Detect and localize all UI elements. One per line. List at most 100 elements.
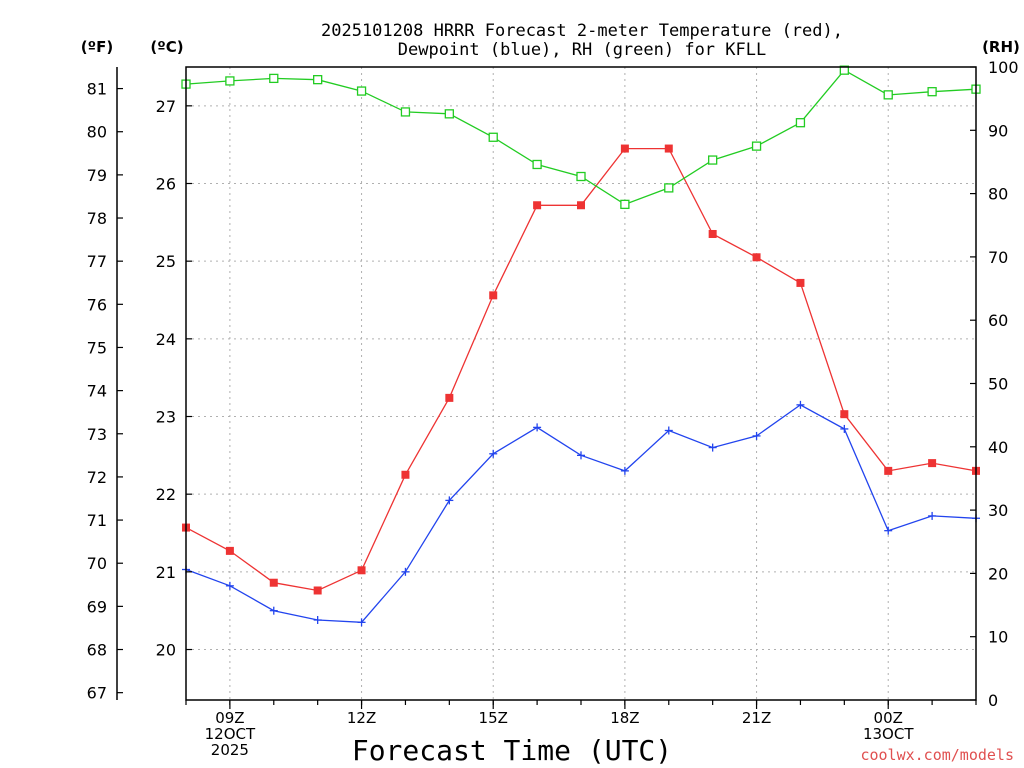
celsius-tick-label: 22 bbox=[156, 485, 176, 504]
dewpoint-point bbox=[445, 496, 454, 505]
dewpoint-point bbox=[664, 426, 673, 435]
temperature-point bbox=[884, 466, 893, 475]
temperature-point bbox=[708, 229, 717, 238]
rh-tick-label: 80 bbox=[988, 185, 1008, 204]
temperature-point bbox=[401, 470, 410, 479]
rh-point bbox=[620, 199, 630, 210]
dewpoint-point bbox=[401, 567, 410, 576]
rh-point bbox=[751, 141, 762, 151]
temperature-point bbox=[577, 201, 585, 210]
x-tick-label: 13OCT bbox=[863, 725, 914, 743]
x-tick-label: 00Z bbox=[874, 709, 903, 727]
temperature-point bbox=[445, 393, 454, 402]
dewpoint-point bbox=[225, 581, 234, 590]
chart-title-line1: 2025101208 HRRR Forecast 2-meter Tempera… bbox=[321, 21, 843, 41]
rh-tick-label: 10 bbox=[988, 628, 1008, 647]
x-tick-label: 18Z bbox=[610, 709, 639, 727]
rh-point bbox=[313, 75, 323, 85]
x-tick-label: 12Z bbox=[347, 709, 376, 727]
fahrenheit-tick-label: 71 bbox=[87, 511, 107, 530]
dewpoint-point bbox=[577, 451, 585, 460]
dewpoint-point bbox=[752, 431, 761, 440]
rh-point bbox=[532, 159, 542, 170]
temperature-point bbox=[840, 410, 849, 419]
fahrenheit-tick-label: 79 bbox=[87, 166, 107, 185]
rh-point bbox=[708, 155, 718, 165]
dewpoint-point bbox=[840, 424, 849, 433]
dewpoint-point bbox=[313, 616, 322, 625]
rh-point bbox=[576, 171, 586, 182]
rh-point bbox=[356, 86, 367, 96]
data-series bbox=[181, 65, 981, 627]
dewpoint-point bbox=[884, 526, 893, 535]
site-credit: coolwx.com/models bbox=[860, 746, 1014, 764]
rh-point bbox=[400, 107, 411, 117]
fahrenheit-tick-label: 76 bbox=[87, 295, 107, 314]
fahrenheit-tick-label: 74 bbox=[87, 382, 107, 401]
rh-tick-label: 40 bbox=[988, 438, 1008, 457]
rh-point bbox=[927, 87, 937, 97]
temperature-point bbox=[928, 459, 937, 468]
rh-point bbox=[269, 73, 279, 84]
rh-tick-label: 100 bbox=[988, 58, 1019, 77]
dewpoint-point bbox=[796, 400, 805, 409]
temperature-point bbox=[796, 278, 805, 287]
x-tick-label: 15Z bbox=[479, 709, 508, 727]
chart-title-line2: Dewpoint (blue), RH (green) for KFLL bbox=[398, 40, 766, 60]
rh-tick-label: 30 bbox=[988, 501, 1008, 520]
x-tick-label: 09Z bbox=[215, 709, 244, 727]
x-tick-label: 2025 bbox=[211, 741, 249, 759]
fahrenheit-tick-label: 75 bbox=[87, 338, 107, 357]
fahrenheit-axis-label: (ºF) bbox=[81, 38, 113, 56]
rh-point bbox=[795, 118, 806, 128]
x-tick-label: 12OCT bbox=[205, 725, 256, 743]
rh-point bbox=[883, 90, 893, 100]
temperature-point bbox=[752, 253, 761, 262]
dewpoint-point bbox=[357, 618, 366, 627]
x-tick-label: 21Z bbox=[742, 709, 771, 727]
temperature-point bbox=[620, 144, 629, 153]
fahrenheit-tick-label: 81 bbox=[87, 80, 107, 99]
celsius-tick-label: 26 bbox=[156, 175, 176, 194]
celsius-tick-label: 23 bbox=[156, 408, 176, 427]
dewpoint-point bbox=[489, 449, 498, 458]
fahrenheit-tick-label: 73 bbox=[87, 425, 107, 444]
celsius-tick-label: 27 bbox=[156, 97, 176, 116]
fahrenheit-tick-label: 68 bbox=[87, 641, 107, 660]
dewpoint-point bbox=[533, 423, 542, 432]
rh-tick-label: 0 bbox=[988, 691, 998, 710]
rh-tick-label: 50 bbox=[988, 375, 1008, 394]
fahrenheit-tick-label: 80 bbox=[87, 123, 107, 142]
rh-tick-label: 60 bbox=[988, 311, 1008, 330]
dewpoint-point bbox=[928, 511, 937, 520]
rh-point bbox=[488, 132, 498, 142]
temperature-point bbox=[225, 546, 234, 555]
celsius-axis-label: (ºC) bbox=[150, 38, 183, 56]
rh-tick-label: 90 bbox=[988, 121, 1008, 140]
dewpoint-point bbox=[708, 443, 717, 452]
rh-point bbox=[664, 183, 674, 193]
x-axis-title: Forecast Time (UTC) bbox=[352, 734, 672, 767]
temperature-point bbox=[489, 291, 498, 300]
fahrenheit-tick-label: 78 bbox=[87, 209, 107, 228]
celsius-tick-label: 20 bbox=[156, 641, 176, 660]
axes: 67 68 69 70 71 72 73 74 75 76 77 78 79 80 81 20 21 22 23 24… bbox=[87, 58, 1019, 759]
fahrenheit-tick-label: 67 bbox=[87, 684, 107, 703]
temperature-point bbox=[664, 144, 673, 153]
dewpoint-point bbox=[269, 606, 278, 615]
temperature-point bbox=[357, 566, 366, 575]
dewpoint-point bbox=[620, 466, 629, 475]
celsius-tick-label: 25 bbox=[156, 252, 176, 271]
temperature-point bbox=[533, 201, 542, 210]
temperature-point bbox=[269, 578, 278, 587]
fahrenheit-tick-label: 77 bbox=[87, 252, 107, 271]
fahrenheit-tick-label: 72 bbox=[87, 468, 107, 487]
celsius-tick-label: 21 bbox=[156, 563, 176, 582]
fahrenheit-tick-label: 70 bbox=[87, 554, 107, 573]
rh-tick-label: 70 bbox=[988, 248, 1008, 267]
rh-point bbox=[225, 76, 235, 86]
temperature-point bbox=[313, 586, 322, 595]
rh-point bbox=[839, 65, 849, 75]
